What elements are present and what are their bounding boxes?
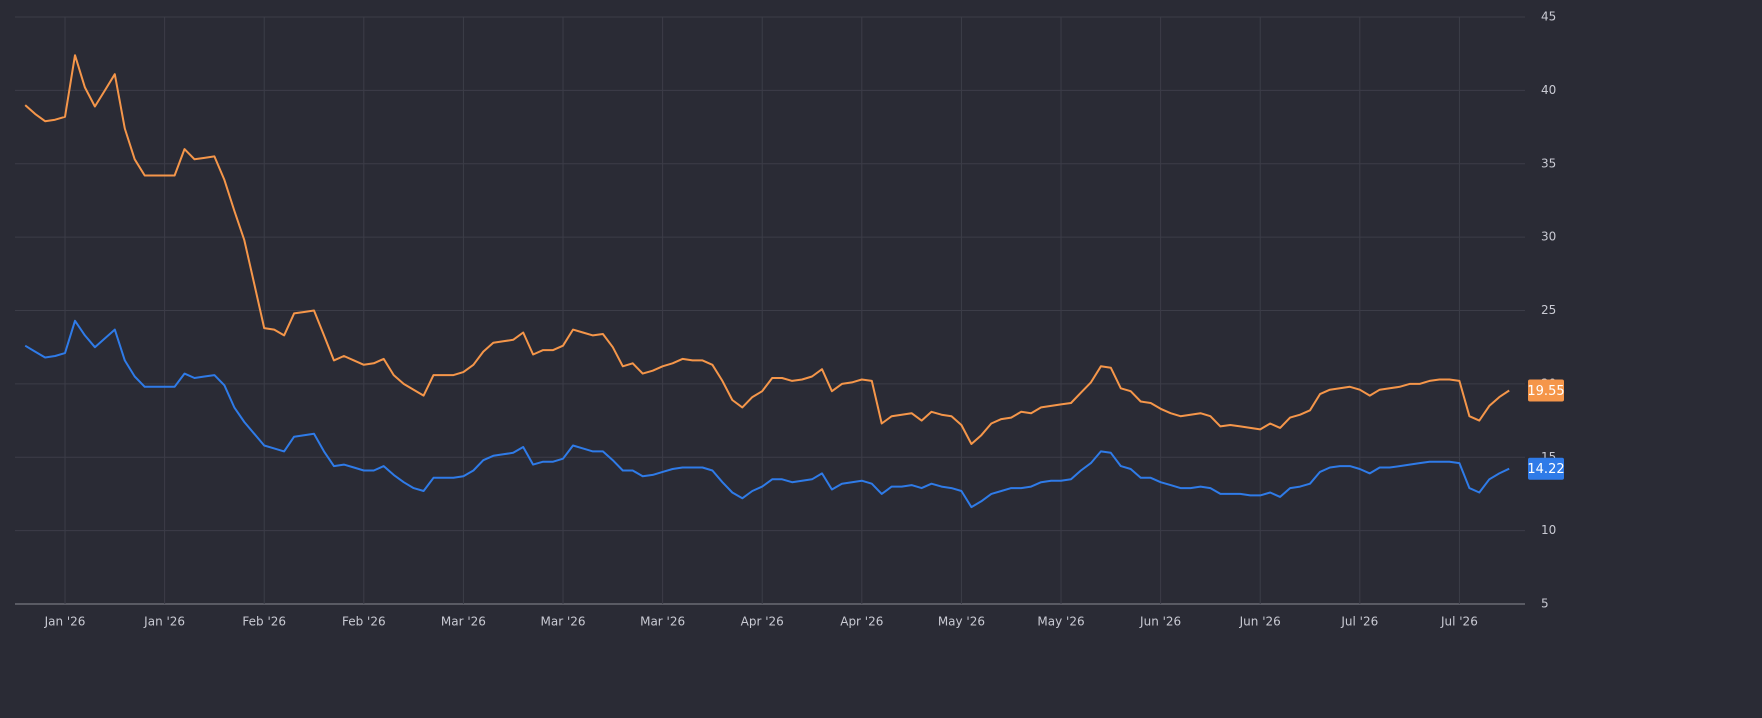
x-tick-label: May '26 — [1037, 615, 1084, 629]
x-tick-label: Jun '26 — [1239, 615, 1281, 629]
x-tick-label: Apr '26 — [741, 615, 784, 629]
value-badge-label: 19.55 — [1527, 384, 1564, 399]
x-tick-label: Mar '26 — [640, 615, 685, 629]
y-tick-label: 10 — [1541, 523, 1556, 537]
x-tick-label: Feb '26 — [242, 615, 286, 629]
y-tick-label: 5 — [1541, 597, 1549, 611]
y-tick-label: 25 — [1541, 303, 1556, 317]
series-line — [24, 54, 1510, 445]
x-tick-label: Mar '26 — [541, 615, 586, 629]
x-tick-label: Feb '26 — [342, 615, 386, 629]
x-tick-label: Jul '26 — [1440, 615, 1478, 629]
x-tick-label: Mar '26 — [441, 615, 486, 629]
value-badge-label: 14.22 — [1527, 462, 1564, 477]
value-badge — [1528, 379, 1564, 402]
series-line — [24, 319, 1510, 509]
y-tick-label: 30 — [1541, 230, 1556, 244]
x-tick-label: Jan '26 — [143, 615, 185, 629]
y-tick-label: 45 — [1541, 10, 1556, 24]
value-badge — [1528, 457, 1564, 480]
x-tick-label: Jun '26 — [1139, 615, 1181, 629]
y-tick-label: 35 — [1541, 156, 1556, 170]
x-tick-label: Apr '26 — [840, 615, 883, 629]
y-tick-label: 40 — [1541, 83, 1556, 97]
x-tick-label: May '26 — [938, 615, 985, 629]
x-tick-label: Jul '26 — [1340, 615, 1378, 629]
x-tick-label: Jan '26 — [44, 615, 86, 629]
